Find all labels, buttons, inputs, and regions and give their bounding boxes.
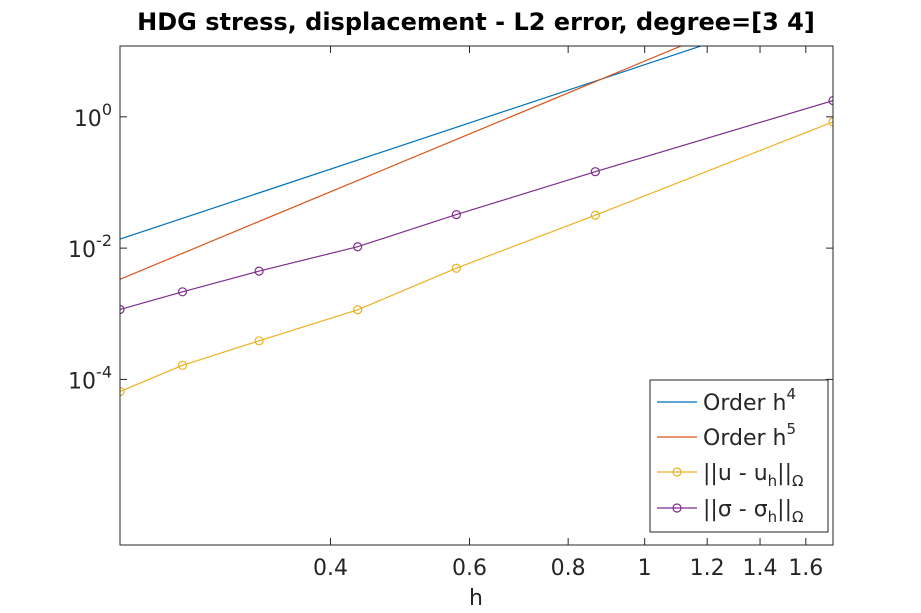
data-point <box>828 117 833 127</box>
series-line <box>120 100 833 311</box>
data-point <box>451 210 461 220</box>
data-point <box>451 263 461 273</box>
legend-label-name: ||u - u <box>703 461 768 486</box>
data-point <box>254 336 264 346</box>
y-tick-label: 100 <box>74 100 112 132</box>
legend-swatch-marker <box>672 467 682 477</box>
legend-label-tail: || <box>777 497 792 522</box>
x-tick-label: 1.4 <box>743 556 778 581</box>
legend-label-tail-sub: Ω <box>792 508 803 526</box>
data-point <box>177 287 188 297</box>
data-point <box>353 305 363 315</box>
y-tick-exponent: -2 <box>96 231 112 250</box>
x-tick-label: 0.6 <box>452 556 487 581</box>
series-line <box>120 46 683 280</box>
chart-title: HDG stress, displacement - L2 error, deg… <box>137 8 815 36</box>
data-point <box>353 242 363 252</box>
x-tick-label: 1.6 <box>788 556 823 581</box>
x-axis-label: h <box>469 586 483 611</box>
series-line <box>120 46 703 240</box>
y-tick-base: 10 <box>74 107 102 132</box>
y-tick-label: 10-2 <box>68 231 112 263</box>
legend-label-sup: 4 <box>786 385 796 403</box>
legend-label: Order h5 <box>703 420 796 451</box>
series-2 <box>120 117 833 397</box>
x-tick-label: 0.8 <box>551 556 586 581</box>
series-line <box>120 121 833 393</box>
x-tick-label: 0.4 <box>313 556 348 581</box>
y-tick-exponent: -4 <box>96 362 112 381</box>
data-point <box>828 95 833 106</box>
legend-label-sup: 5 <box>786 420 796 438</box>
legend-label-name: ||σ - σ <box>703 497 768 522</box>
y-tick-base: 10 <box>68 369 96 394</box>
x-tick-label: 1.2 <box>690 556 725 581</box>
legend-label-sub: h <box>768 472 778 490</box>
legend-label-name: Order h <box>703 391 786 416</box>
legend-label-sub: h <box>768 508 778 526</box>
y-tick-exponent: 0 <box>102 100 112 119</box>
legend-label: ||σ - σh||Ω <box>703 497 803 526</box>
x-tick-label: 1 <box>638 556 652 581</box>
legend-label-name: Order h <box>703 426 786 451</box>
data-point <box>120 304 125 315</box>
data-point <box>177 360 188 370</box>
legend-label: ||u - uh||Ω <box>703 461 803 490</box>
legend-label-tail-sub: Ω <box>792 472 803 490</box>
legend-label: Order h4 <box>703 385 796 416</box>
series-0 <box>120 46 703 240</box>
data-point <box>254 266 264 276</box>
y-tick-base: 10 <box>68 238 96 263</box>
legend-swatch-marker <box>672 503 682 513</box>
series-1 <box>120 46 683 280</box>
series-3 <box>120 95 833 315</box>
data-point <box>590 167 600 177</box>
y-tick-label: 10-4 <box>68 362 112 394</box>
legend-box <box>649 379 829 533</box>
data-point <box>590 210 600 220</box>
plot-box <box>119 45 834 546</box>
data-point <box>120 386 125 397</box>
series-layer <box>120 46 833 397</box>
legend-label-tail: || <box>777 461 792 486</box>
